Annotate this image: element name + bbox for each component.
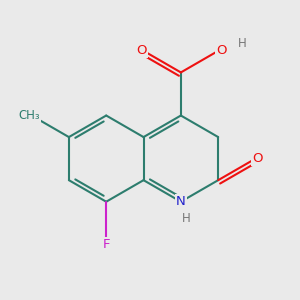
Text: CH₃: CH₃ [19, 109, 40, 122]
Text: H: H [182, 212, 190, 225]
Text: O: O [252, 152, 263, 165]
Text: N: N [176, 195, 186, 208]
Text: O: O [216, 44, 227, 57]
Text: H: H [238, 37, 246, 50]
Text: O: O [136, 44, 147, 57]
Text: F: F [103, 238, 110, 251]
